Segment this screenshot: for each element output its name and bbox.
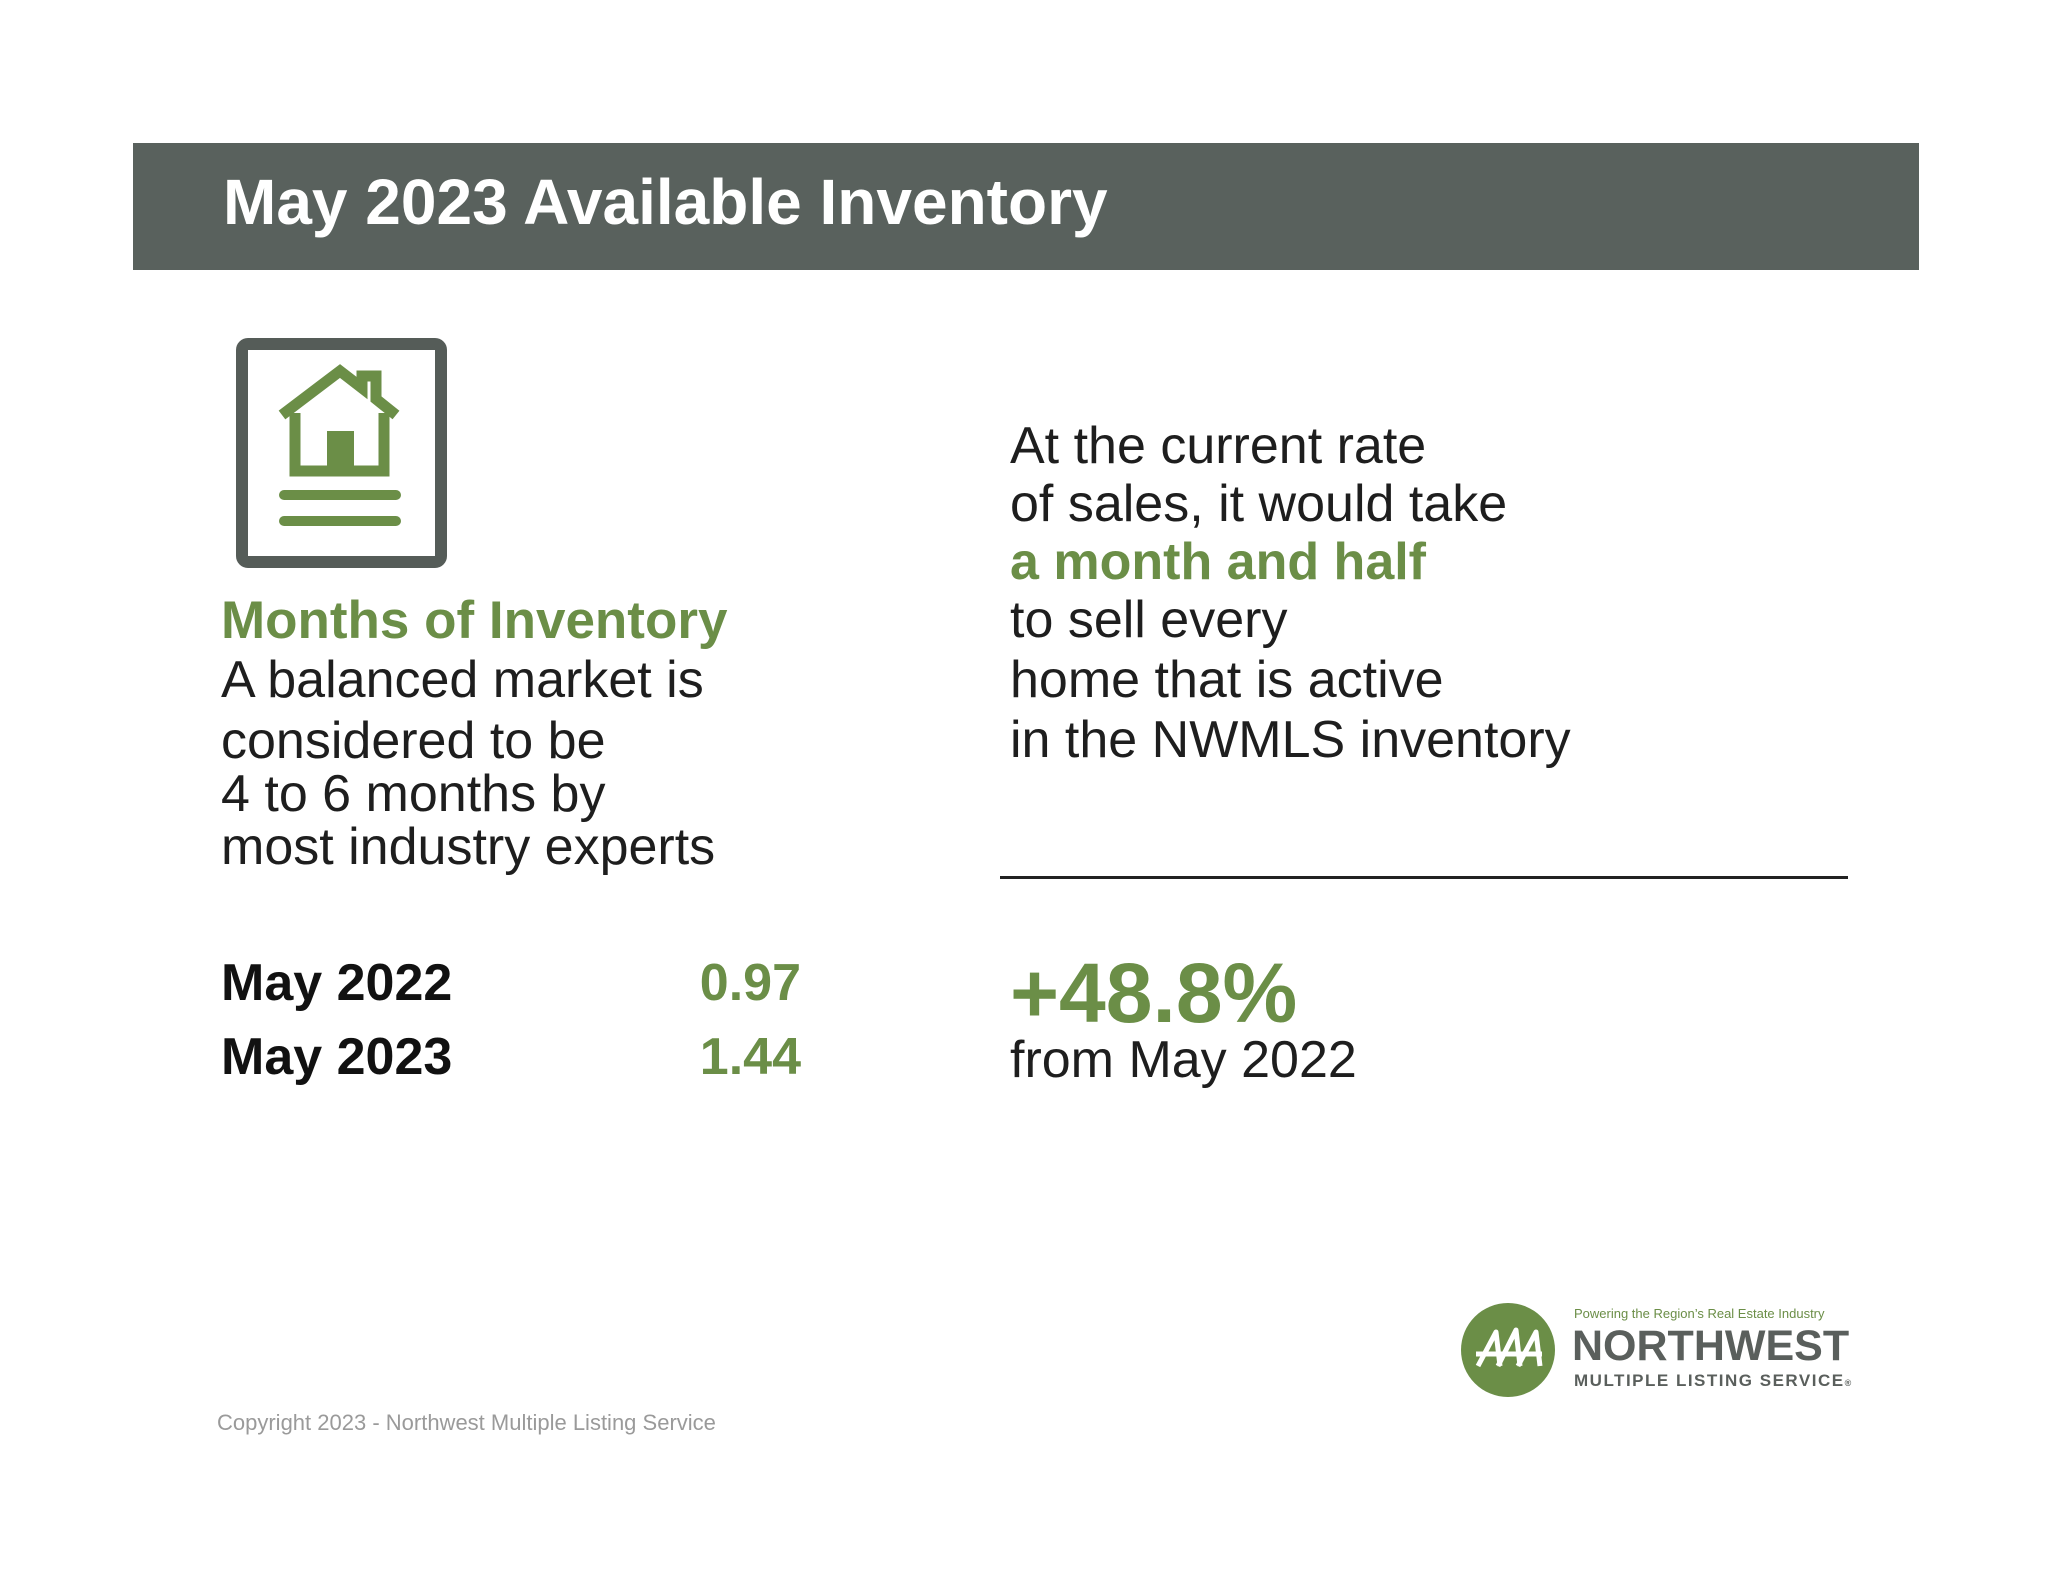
statement-line: of sales, it would take <box>1010 475 1508 533</box>
statement-line: in the NWMLS inventory <box>1010 711 1571 769</box>
logo-subtitle: MULTIPLE LISTING SERVICE® <box>1574 1371 1853 1391</box>
statement-line: home that is active <box>1010 651 1444 709</box>
registered-mark: ® <box>1844 1378 1853 1388</box>
stat-label: May 2023 <box>221 1028 453 1086</box>
description-line: 4 to 6 months by <box>221 765 606 823</box>
nwmls-logo: Powering the Region’s Real Estate Indust… <box>1460 1302 1860 1402</box>
percent-change-caption: from May 2022 <box>1010 1031 1357 1089</box>
stat-row-may-2022: May 2022 0.97 <box>221 953 801 1013</box>
copyright-notice: Copyright 2023 - Northwest Multiple List… <box>217 1410 716 1435</box>
stat-value: 1.44 <box>699 1028 801 1086</box>
stat-label: May 2022 <box>221 954 453 1012</box>
title-bar: May 2023 Available Inventory <box>133 143 1919 270</box>
sales-rate-statement: At the current rate of sales, it would t… <box>1010 418 1890 778</box>
statement-highlight: a month and half <box>1010 533 1426 591</box>
description-line: most industry experts <box>221 818 716 876</box>
logo-subtitle-text: MULTIPLE LISTING SERVICE <box>1574 1371 1845 1390</box>
percent-change-value: +48.8% <box>1010 946 1298 1040</box>
description-line: considered to be <box>221 712 606 770</box>
description-line: A balanced market is <box>221 651 704 709</box>
stat-row-may-2023: May 2023 1.44 <box>221 1027 801 1087</box>
stat-value: 0.97 <box>699 954 801 1012</box>
logo-tagline: Powering the Region’s Real Estate Indust… <box>1574 1306 1825 1321</box>
statement-line: At the current rate <box>1010 417 1427 475</box>
months-of-inventory-heading: Months of Inventory <box>221 591 728 650</box>
house-document-icon <box>236 338 447 568</box>
page-title: May 2023 Available Inventory <box>223 166 1108 238</box>
divider <box>1000 876 1848 879</box>
logo-name: NORTHWEST <box>1572 1322 1850 1370</box>
tree-logo-icon <box>1461 1303 1555 1397</box>
statement-line: to sell every <box>1010 591 1288 649</box>
